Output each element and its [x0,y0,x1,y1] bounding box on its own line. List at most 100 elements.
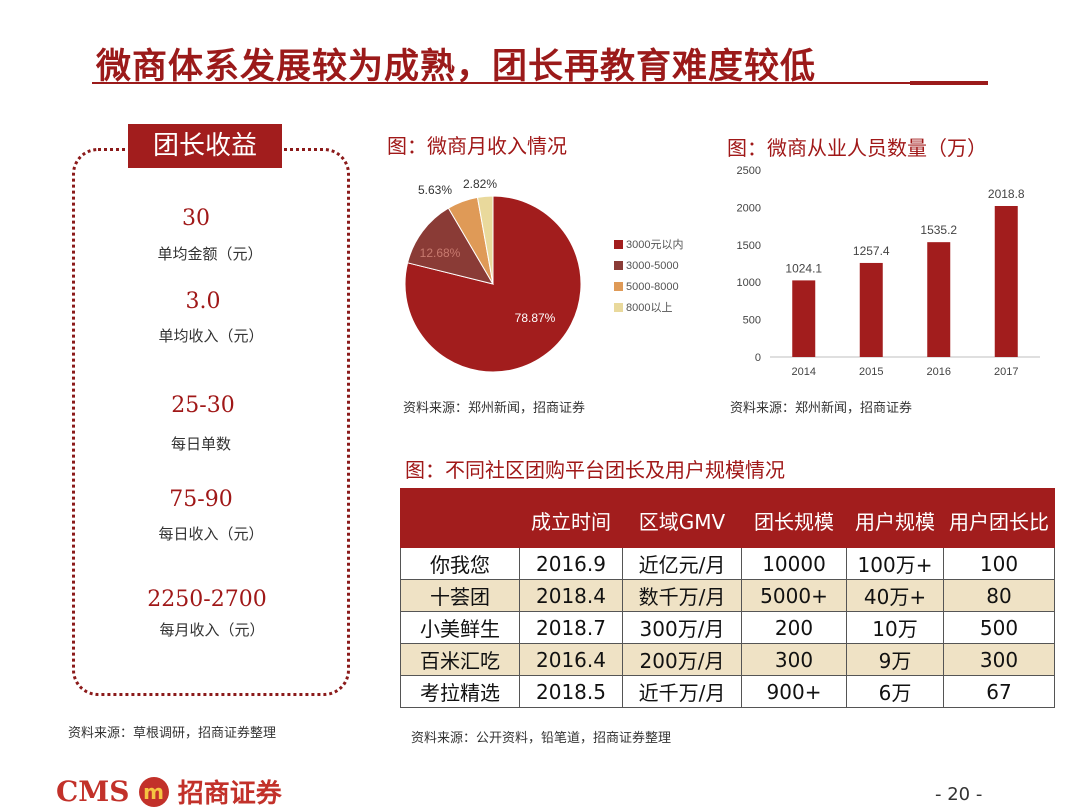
table-header-cell: 区域GMV [622,488,742,548]
bar-chart-title: 图：微商从业人员数量（万） [727,136,987,160]
pie-source-note: 资料来源：郑州新闻，招商证券 [403,401,586,416]
bar-value-label: 1257.4 [853,244,890,258]
table-row: 百米汇吃 2016.4 200万/月 300 9万 300 [400,643,1055,676]
cms-logo: CMS m 招商证券 [56,773,282,809]
y-tick-label: 0 [755,352,761,364]
metric-caption: 单均金额（元） [157,245,263,263]
x-tick-label: 2017 [994,366,1018,378]
x-tick-label: 2015 [859,366,883,378]
table-cell: 40万+ [846,579,944,612]
y-tick-label: 2500 [737,165,761,177]
bar-value-label: 1535.2 [920,223,957,237]
table-cell: 百米汇吃 [400,643,520,676]
pie-legend-label: 8000以上 [626,301,672,314]
pie-legend-label: 5000-8000 [626,281,679,293]
y-tick-label: 1500 [737,240,761,252]
table-header-cell: 团长规模 [741,488,847,548]
bar-value-label: 1024.1 [785,261,822,275]
pie-legend-swatch [614,261,623,270]
table-cell: 300 [943,643,1055,676]
table-header-cell: 用户规模 [846,488,944,548]
table-cell: 200万/月 [622,643,742,676]
slide-title: 微商体系发展较为成熟，团长再教育难度较低 [96,47,817,87]
table-cell: 100 [943,547,1055,580]
table-cell: 5000+ [741,579,847,612]
bar-value-label: 2018.8 [988,187,1025,201]
pie-slice [476,195,494,285]
table-cell: 2018.5 [519,675,623,708]
page-number: - 20 - [935,784,983,805]
table-source-note: 资料来源：公开资料，铅笔道，招商证券整理 [411,731,672,746]
table-cell: 900+ [741,675,847,708]
metric-caption: 每日收入（元） [158,525,264,543]
table-header-cell [400,488,520,548]
table-cell: 2018.4 [519,579,623,612]
table-cell: 考拉精选 [400,675,520,708]
bar [792,280,816,357]
pie-data-label: 5.63% [418,183,452,197]
pie-chart-title: 图：微商月收入情况 [387,134,567,158]
table-cell: 数千万/月 [622,579,742,612]
metric-caption: 单均收入（元） [158,327,264,345]
table-row: 小美鲜生 2018.7 300万/月 200 10万 500 [400,611,1055,644]
table-cell: 近亿元/月 [622,547,742,580]
bar-source-note: 资料来源：郑州新闻，招商证券 [730,401,913,416]
pie-data-label: 2.82% [463,177,497,191]
pie-legend-label: 3000-5000 [626,260,679,272]
title-underline-accent [910,81,988,85]
table-cell: 十荟团 [400,579,520,612]
table-header-row: 成立时间 区域GMV 团长规模 用户规模 用户团长比 [400,488,1055,548]
table-cell: 6万 [846,675,944,708]
x-tick-label: 2016 [927,366,951,378]
pie-data-label: 78.87% [515,311,556,325]
pie-data-label: 12.68% [420,246,461,260]
table-title: 图：不同社区团购平台团长及用户规模情况 [405,458,785,482]
pie-legend-swatch [614,240,623,249]
table-cell: 2016.9 [519,547,623,580]
pie-legend-swatch [614,282,623,291]
table-cell: 300万/月 [622,611,742,644]
metric-value: 30 [182,206,210,231]
bar-chart: 0 500 1000 1500 2000 2500 1024.1 2014 1257.4 2015… [737,165,1040,378]
bar [859,262,883,357]
table-cell: 2016.4 [519,643,623,676]
table-cell: 近千万/月 [622,675,742,708]
logo-emblem-icon: m [138,776,169,807]
table-row: 你我您 2016.9 近亿元/月 10000 100万+ 100 [400,547,1055,580]
metric-value: 3.0 [185,289,221,314]
table-cell: 9万 [846,643,944,676]
metric-value: 75-90 [169,487,233,512]
table-cell: 80 [943,579,1055,612]
metric-value: 2250-2700 [147,587,267,612]
metric-caption: 每日单数 [170,435,231,453]
table-cell: 200 [741,611,847,644]
leader-income-label: 团长收益 [128,124,282,168]
y-tick-label: 1000 [737,277,761,289]
pie-legend-swatch [614,303,623,312]
platform-table: 成立时间 区域GMV 团长规模 用户规模 用户团长比 你我您 2016.9 近亿… [400,488,1055,708]
table-cell: 67 [943,675,1055,708]
logo-cn-text: 招商证券 [177,779,282,809]
table-cell: 100万+ [846,547,944,580]
bar [927,242,951,357]
logo-text: CMS [56,775,130,808]
table-cell: 2018.7 [519,611,623,644]
metric-value: 25-30 [171,393,235,418]
table-row: 十荟团 2018.4 数千万/月 5000+ 40万+ 80 [400,579,1055,612]
table-cell: 500 [943,611,1055,644]
title-underline [92,82,987,84]
table-cell: 10000 [741,547,847,580]
y-tick-label: 2000 [737,202,761,214]
table-cell: 你我您 [400,547,520,580]
x-tick-label: 2014 [792,366,816,378]
table-cell: 小美鲜生 [400,611,520,644]
table-cell: 300 [741,643,847,676]
metric-caption: 每月收入（元） [159,621,265,639]
pie-chart: 78.87% 12.68% 5.63% 2.82% 3000元以内 3000-5000 50… [404,177,683,373]
table-row: 考拉精选 2018.5 近千万/月 900+ 6万 67 [400,675,1055,708]
table-cell: 10万 [846,611,944,644]
y-tick-label: 500 [743,315,761,327]
table-header-cell: 成立时间 [519,488,623,548]
left-source-note: 资料来源：草根调研，招商证券整理 [68,726,277,741]
bar [994,205,1018,357]
